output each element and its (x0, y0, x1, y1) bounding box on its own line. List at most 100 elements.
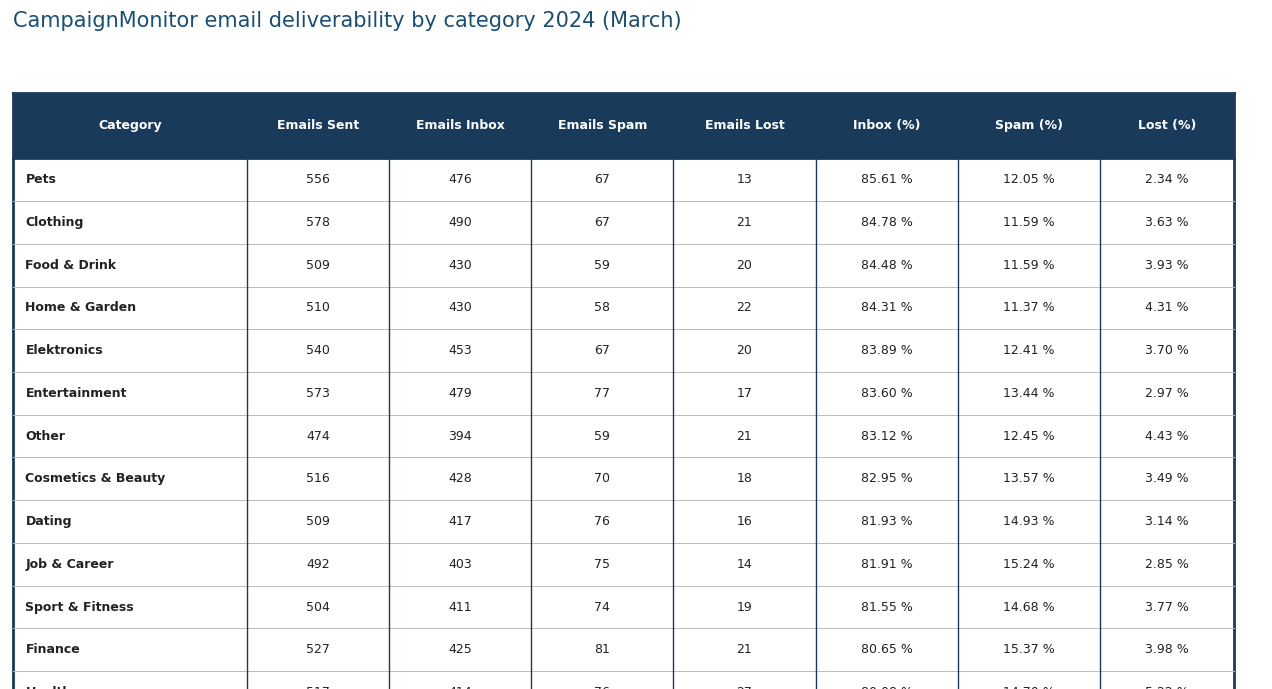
Text: 403: 403 (448, 558, 472, 570)
Text: 479: 479 (448, 387, 472, 400)
Bar (13, 500, 1234, 543)
Text: 3.14 %: 3.14 % (1145, 515, 1189, 528)
Text: 516: 516 (307, 473, 329, 485)
Text: Finance: Finance (25, 644, 80, 656)
Text: 59: 59 (594, 430, 611, 442)
Text: 82.95 %: 82.95 % (861, 473, 912, 485)
Bar (13, 415, 1234, 457)
Text: 12.05 %: 12.05 % (1002, 174, 1054, 186)
Text: 84.78 %: 84.78 % (861, 216, 912, 229)
Text: 4.31 %: 4.31 % (1145, 302, 1189, 314)
Text: 80.08 %: 80.08 % (861, 686, 912, 689)
Text: 17: 17 (736, 387, 753, 400)
Text: 67: 67 (594, 174, 611, 186)
Text: 21: 21 (736, 644, 752, 656)
Text: 3.63 %: 3.63 % (1145, 216, 1189, 229)
Text: Cosmetics & Beauty: Cosmetics & Beauty (25, 473, 165, 485)
Text: 430: 430 (448, 302, 472, 314)
Text: 476: 476 (448, 174, 472, 186)
Text: 414: 414 (449, 686, 472, 689)
Text: Emails Spam: Emails Spam (557, 119, 647, 132)
Text: 22: 22 (736, 302, 752, 314)
Text: 504: 504 (307, 601, 329, 613)
Text: 527: 527 (307, 644, 329, 656)
Bar (13, 372, 1234, 415)
Text: 20: 20 (736, 259, 753, 271)
Text: 540: 540 (307, 344, 329, 357)
Text: 578: 578 (307, 216, 331, 229)
Text: 81.93 %: 81.93 % (861, 515, 912, 528)
Text: 2.34 %: 2.34 % (1145, 174, 1189, 186)
Text: Category: Category (98, 119, 162, 132)
Text: 428: 428 (448, 473, 472, 485)
Bar (13, 93, 1234, 158)
Text: Other: Other (25, 430, 65, 442)
Text: Emails Inbox: Emails Inbox (416, 119, 505, 132)
Text: 20: 20 (736, 344, 753, 357)
Text: 77: 77 (594, 387, 611, 400)
Text: 83.89 %: 83.89 % (861, 344, 912, 357)
Text: 81.55 %: 81.55 % (861, 601, 912, 613)
Text: 76: 76 (594, 515, 611, 528)
Text: Emails Sent: Emails Sent (277, 119, 359, 132)
Text: 556: 556 (307, 174, 329, 186)
Text: Lost (%): Lost (%) (1138, 119, 1196, 132)
Text: 58: 58 (594, 302, 611, 314)
Text: 509: 509 (307, 515, 329, 528)
Text: 84.48 %: 84.48 % (861, 259, 912, 271)
Text: 85.61 %: 85.61 % (861, 174, 912, 186)
Text: Inbox (%): Inbox (%) (852, 119, 921, 132)
Text: 15.37 %: 15.37 % (1002, 644, 1054, 656)
Text: Job & Career: Job & Career (25, 558, 114, 570)
Text: 2.97 %: 2.97 % (1145, 387, 1189, 400)
Text: 74: 74 (594, 601, 611, 613)
Text: 509: 509 (307, 259, 329, 271)
Text: 16: 16 (736, 515, 752, 528)
Text: Sport & Fitness: Sport & Fitness (25, 601, 134, 613)
Text: 80.65 %: 80.65 % (861, 644, 912, 656)
Bar (13, 543, 1234, 586)
Text: 474: 474 (307, 430, 329, 442)
Bar (13, 158, 1234, 201)
Text: 3.98 %: 3.98 % (1145, 644, 1189, 656)
Text: Dating: Dating (25, 515, 73, 528)
Bar (13, 457, 1234, 500)
Text: 67: 67 (594, 216, 611, 229)
Text: 19: 19 (736, 601, 752, 613)
Text: 411: 411 (449, 601, 472, 613)
Text: Pets: Pets (25, 174, 56, 186)
Text: 13.57 %: 13.57 % (1002, 473, 1054, 485)
Text: 3.77 %: 3.77 % (1145, 601, 1189, 613)
Text: 75: 75 (594, 558, 611, 570)
Text: Home & Garden: Home & Garden (25, 302, 136, 314)
Text: 5.22 %: 5.22 % (1145, 686, 1189, 689)
Text: 81: 81 (594, 644, 611, 656)
Text: 573: 573 (307, 387, 329, 400)
Text: 70: 70 (594, 473, 611, 485)
Text: 21: 21 (736, 430, 752, 442)
Text: Entertainment: Entertainment (25, 387, 127, 400)
Text: Elektronics: Elektronics (25, 344, 103, 357)
Text: 12.41 %: 12.41 % (1002, 344, 1054, 357)
Text: 12.45 %: 12.45 % (1002, 430, 1054, 442)
Text: 3.70 %: 3.70 % (1145, 344, 1189, 357)
Text: 27: 27 (736, 686, 753, 689)
Text: Clothing: Clothing (25, 216, 84, 229)
Text: 510: 510 (307, 302, 329, 314)
Text: 3.49 %: 3.49 % (1145, 473, 1189, 485)
Text: 83.60 %: 83.60 % (861, 387, 912, 400)
Text: Food & Drink: Food & Drink (25, 259, 117, 271)
Text: CampaignMonitor email deliverability by category 2024 (March): CampaignMonitor email deliverability by … (13, 11, 682, 31)
Text: 2.85 %: 2.85 % (1145, 558, 1189, 570)
Bar (13, 586, 1234, 628)
Bar (13, 244, 1234, 287)
Bar (13, 287, 1234, 329)
Text: Health: Health (25, 686, 71, 689)
Text: 11.59 %: 11.59 % (1002, 216, 1054, 229)
Text: 14.68 %: 14.68 % (1002, 601, 1054, 613)
Text: 83.12 %: 83.12 % (861, 430, 912, 442)
Text: 425: 425 (448, 644, 472, 656)
Text: Spam (%): Spam (%) (995, 119, 1062, 132)
Text: 59: 59 (594, 259, 611, 271)
Text: 11.37 %: 11.37 % (1002, 302, 1054, 314)
